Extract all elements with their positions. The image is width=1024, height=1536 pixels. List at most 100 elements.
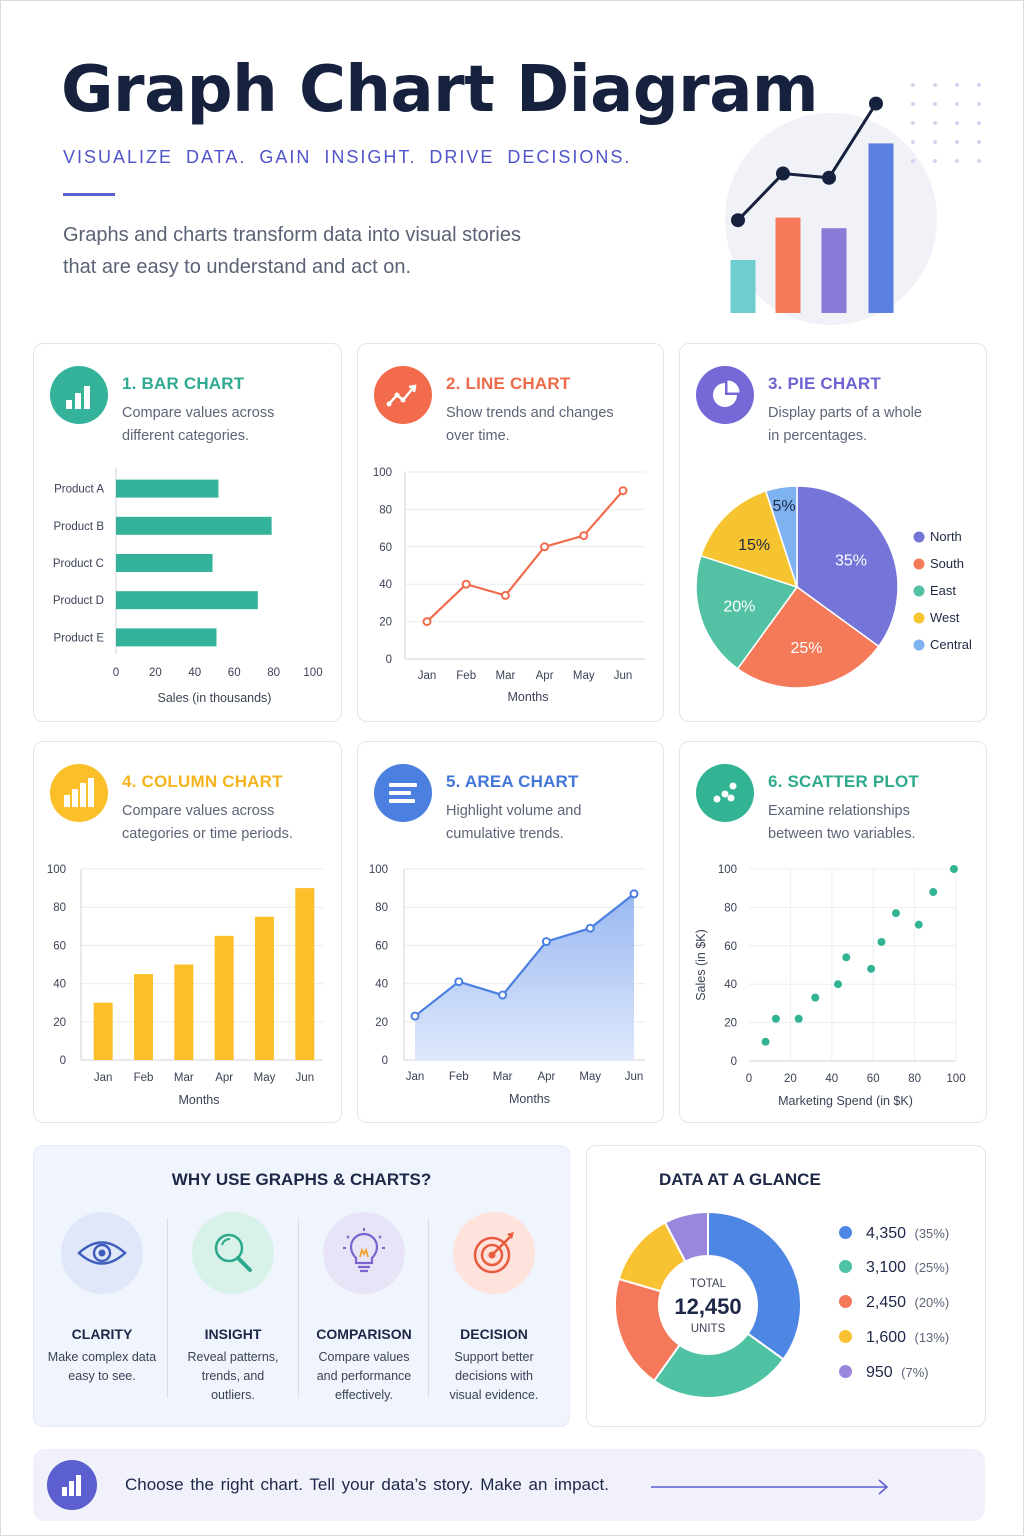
column-bar [93, 1002, 113, 1060]
scatter-point [877, 937, 886, 946]
x-tick-label: Apr [537, 1071, 555, 1083]
hero-bar [730, 260, 756, 313]
legend-swatch [839, 1365, 852, 1378]
scatter-point [842, 953, 851, 962]
lightbulb-icon [323, 1212, 405, 1294]
decor-dot [977, 83, 981, 87]
benefit-desc-line: Make complex data [47, 1350, 157, 1364]
benefit-desc-line: Support better [454, 1350, 534, 1364]
x-tick-label: May [254, 1072, 276, 1084]
legend-swatch [913, 585, 925, 597]
card-desc-line: over time. [446, 428, 510, 444]
y-tick-label: 60 [379, 542, 392, 554]
column-bar [134, 974, 153, 1060]
benefit-title: CLARITY [71, 1326, 133, 1342]
hero-bar [821, 228, 847, 313]
y-tick-label: 20 [379, 617, 392, 629]
benefit-clarity: CLARITY Make complex data easy to see. [37, 1212, 167, 1386]
tagline: VISUALIZE DATA. GAIN INSIGHT. DRIVE DECI… [63, 147, 632, 167]
data-at-a-glance-panel: DATA AT A GLANCE TOTAL 12,450 UNITS 4,350 … [586, 1145, 986, 1427]
x-tick-label: Jun [625, 1071, 644, 1083]
decor-dot [911, 140, 915, 144]
benefit-desc-line: visual evidence. [449, 1388, 539, 1402]
card-desc-line: between two variables. [768, 826, 916, 842]
hero-trend-point [869, 96, 883, 111]
legend-percent: (20%) [914, 1295, 950, 1310]
legend-item: 3,100 (25%) [839, 1259, 949, 1277]
card-desc-line: Compare values across [122, 405, 275, 421]
pie-slice [695, 554, 799, 670]
bar [116, 479, 219, 498]
intro-line: Graphs and charts transform data into vi… [63, 224, 521, 246]
card-title: 5. AREA CHART [446, 772, 579, 791]
x-tick-label: Jan [418, 670, 437, 682]
benefit-desc-line: decisions with [455, 1369, 533, 1383]
target-icon [453, 1212, 535, 1294]
divider [428, 1218, 429, 1398]
data-point [579, 531, 589, 541]
magnifier-icon [192, 1212, 274, 1294]
card-desc-line: Display parts of a whole [768, 405, 922, 421]
x-tick-label: Apr [215, 1072, 233, 1084]
data-point [585, 923, 595, 933]
title-divider [63, 193, 115, 196]
data-point [540, 542, 550, 552]
bar [116, 591, 258, 610]
page-title: Graph Chart Diagram [61, 53, 819, 127]
benefit-title: DECISION [460, 1326, 528, 1342]
decor-dot [933, 83, 937, 87]
legend-item: 2,450 (20%) [839, 1294, 949, 1312]
pie-chart-plot: 35% 25% 20% 15% 5% North South East West Central [695, 485, 972, 689]
hero-bar [868, 143, 894, 313]
pie-slice [764, 485, 798, 588]
data-point [541, 937, 551, 947]
legend-swatch [839, 1330, 852, 1343]
divider [167, 1218, 168, 1398]
bar [116, 554, 213, 572]
slice-label: 35% [835, 552, 867, 569]
scatter-point [761, 1037, 770, 1046]
x-tick-label: Jun [614, 670, 633, 682]
decor-dot [933, 159, 937, 163]
area-chart-card: 5. AREA CHART Highlight volume and cumul… [357, 741, 664, 1123]
y-tick-label: 60 [375, 940, 388, 952]
benefit-comparison: COMPARISON Compare values and performanc… [299, 1212, 429, 1405]
y-tick-label: 40 [379, 579, 392, 591]
y-tick-label: 40 [724, 979, 737, 991]
legend-label: East [930, 583, 956, 598]
data-point [500, 590, 510, 600]
x-tick-label: 80 [267, 667, 280, 679]
pie-slice [796, 485, 899, 648]
hero-trend-point [822, 170, 836, 185]
card-desc-line: different categories. [122, 428, 250, 444]
x-axis-label: Months [508, 690, 549, 704]
legend-percent: (13%) [914, 1330, 950, 1345]
data-point [461, 579, 471, 589]
x-tick-label: Mar [495, 670, 515, 682]
bar [116, 516, 272, 535]
category-label: Product E [54, 632, 105, 644]
legend-value: 4,350 [866, 1225, 907, 1242]
decor-dot [911, 102, 915, 106]
bar-chart-icon [47, 1460, 97, 1510]
scatter-point [914, 920, 923, 929]
x-tick-label: 20 [784, 1073, 797, 1085]
data-point [422, 617, 432, 627]
card-title: 2. LINE CHART [446, 374, 571, 393]
decor-dot [911, 121, 915, 125]
column-bar [174, 964, 194, 1060]
card-description: Compare values across different categori… [122, 402, 332, 448]
scatter-point [867, 964, 876, 973]
y-tick-label: 40 [53, 979, 66, 991]
x-axis-label: Marketing Spend (in $K) [778, 1094, 913, 1108]
legend-swatch [913, 639, 925, 651]
decor-dot [977, 102, 981, 106]
column-chart-plot: 0 20 40 60 80 100 Jan Feb Mar Apr May Jun Months [47, 864, 323, 1107]
scatter-point [771, 1014, 780, 1023]
x-tick-label: 80 [908, 1073, 921, 1085]
donut-slice [663, 1210, 709, 1263]
benefit-description: Reveal patterns, trends, and outliers. [168, 1348, 298, 1405]
card-title: 6. SCATTER PLOT [768, 772, 919, 791]
scatter-point [834, 980, 843, 989]
legend-label: South [930, 556, 964, 571]
